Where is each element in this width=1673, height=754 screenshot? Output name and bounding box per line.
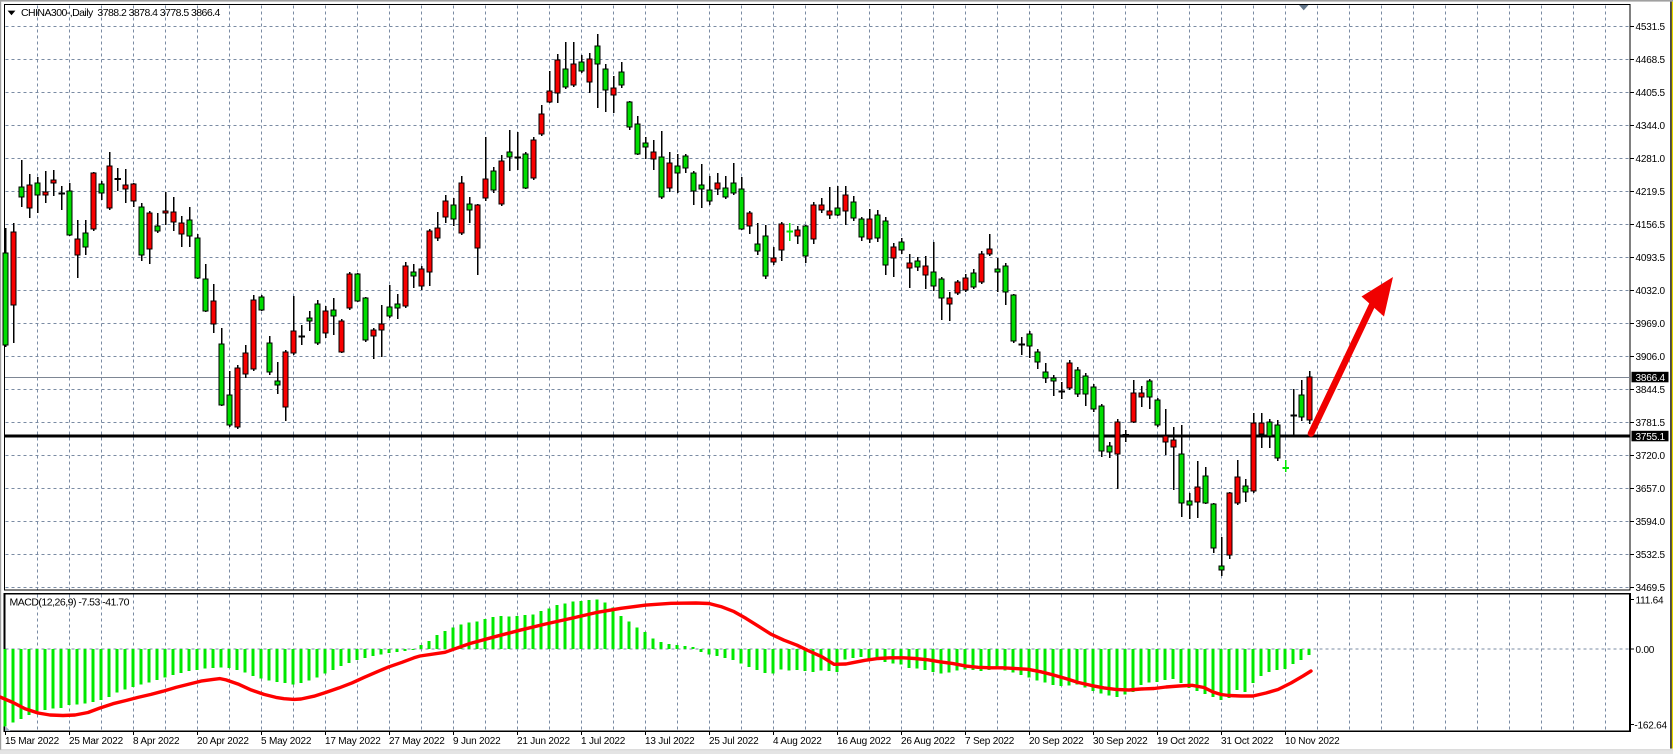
svg-text:1 Jul 2022: 1 Jul 2022 [581,736,626,747]
svg-text:19 Oct 2022: 19 Oct 2022 [1157,736,1210,747]
svg-text:16 Aug 2022: 16 Aug 2022 [837,736,892,747]
svg-text:15 Mar 2022: 15 Mar 2022 [5,736,60,747]
svg-text:3844.5: 3844.5 [1636,385,1666,396]
svg-text:30 Sep 2022: 30 Sep 2022 [1093,736,1148,747]
svg-text:3532.5: 3532.5 [1636,550,1666,561]
svg-text:3866.4: 3866.4 [1636,373,1666,384]
svg-text:25 Mar 2022: 25 Mar 2022 [69,736,124,747]
svg-text:31 Oct 2022: 31 Oct 2022 [1221,736,1274,747]
svg-text:111.64: 111.64 [1636,595,1665,606]
svg-text:8 Apr 2022: 8 Apr 2022 [133,736,180,747]
svg-text:4344.0: 4344.0 [1636,121,1666,132]
svg-text:4 Aug 2022: 4 Aug 2022 [773,736,822,747]
svg-text:3469.5: 3469.5 [1636,583,1666,594]
svg-text:3969.0: 3969.0 [1636,319,1666,330]
svg-text:20 Sep 2022: 20 Sep 2022 [1029,736,1084,747]
svg-text:13 Jul 2022: 13 Jul 2022 [645,736,695,747]
svg-text:9 Jun 2022: 9 Jun 2022 [453,736,501,747]
svg-text:5 May 2022: 5 May 2022 [261,736,312,747]
svg-text:4032.0: 4032.0 [1636,286,1666,297]
svg-text:4156.5: 4156.5 [1636,220,1666,231]
svg-text:26 Aug 2022: 26 Aug 2022 [901,736,956,747]
svg-text:CHINA300-,Daily 3788.2 3878.4: CHINA300-,Daily 3788.2 3878.4 3778.5 386… [21,7,220,19]
svg-text:20 Apr 2022: 20 Apr 2022 [197,736,249,747]
svg-text:4281.0: 4281.0 [1636,154,1666,165]
svg-text:27 May 2022: 27 May 2022 [389,736,445,747]
svg-text:3906.0: 3906.0 [1636,352,1666,363]
svg-text:3594.0: 3594.0 [1636,517,1666,528]
svg-text:25 Jul 2022: 25 Jul 2022 [709,736,759,747]
svg-text:4531.5: 4531.5 [1636,22,1666,33]
svg-text:MACD(12,26,9) -7.53 -41.70: MACD(12,26,9) -7.53 -41.70 [10,597,130,609]
svg-text:3755.1: 3755.1 [1636,432,1666,443]
svg-text:4219.5: 4219.5 [1636,187,1666,198]
svg-text:21 Jun 2022: 21 Jun 2022 [517,736,570,747]
svg-text:3720.0: 3720.0 [1636,451,1666,462]
svg-text:17 May 2022: 17 May 2022 [325,736,381,747]
svg-text:4405.5: 4405.5 [1636,88,1666,99]
svg-text:0.00: 0.00 [1636,645,1655,656]
svg-text:-162.64: -162.64 [1634,720,1667,731]
svg-text:7 Sep 2022: 7 Sep 2022 [965,736,1015,747]
svg-text:4468.5: 4468.5 [1636,55,1666,66]
svg-text:10 Nov 2022: 10 Nov 2022 [1285,736,1340,747]
svg-text:3657.0: 3657.0 [1636,484,1666,495]
svg-text:3781.5: 3781.5 [1636,418,1666,429]
svg-text:4093.5: 4093.5 [1636,253,1666,264]
